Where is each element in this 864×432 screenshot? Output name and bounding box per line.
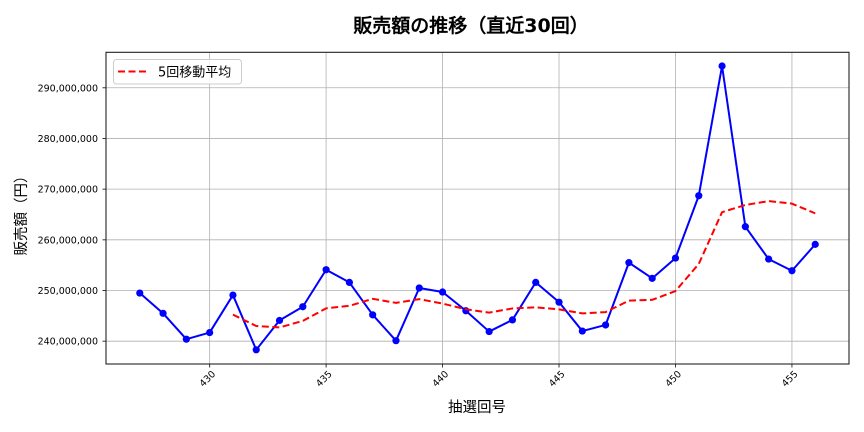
- data-point-marker: [578, 327, 586, 335]
- data-point-marker: [625, 259, 633, 267]
- y-axis-ticks: 240,000,000 250,000,000 260,000,000 270,000…: [38, 83, 106, 348]
- chart-title: 販売額の推移（直近30回）: [353, 14, 588, 37]
- y-tick-label: 270,000,000: [38, 185, 98, 196]
- data-point-marker: [532, 278, 540, 287]
- moving-average-line: [232, 200, 816, 329]
- data-point-marker: [229, 291, 237, 299]
- data-point-marker: [508, 316, 517, 324]
- sales-line: [139, 64, 816, 351]
- legend-label-moving-average: 5回移動平均: [158, 66, 231, 81]
- axes-frame: [105, 51, 850, 365]
- data-point-marker: [648, 274, 656, 282]
- data-point-marker: [252, 346, 260, 354]
- data-point-marker: [485, 327, 493, 336]
- data-point-marker: [788, 267, 796, 275]
- data-point-marker: [741, 223, 749, 231]
- y-tick-label: 250,000,000: [38, 286, 98, 297]
- data-point-marker: [136, 289, 144, 297]
- y-tick-label: 280,000,000: [38, 134, 98, 145]
- y-axis-label: 販売額（円）: [13, 169, 30, 256]
- data-point-marker: [695, 192, 703, 200]
- data-point-marker: [182, 335, 190, 343]
- data-point-marker: [555, 298, 563, 306]
- y-tick-label: 240,000,000: [38, 337, 98, 348]
- data-point-marker: [299, 303, 307, 311]
- data-point-marker: [811, 240, 819, 248]
- legend: 5回移動平均: [113, 59, 242, 85]
- data-point-marker: [392, 337, 400, 345]
- data-point-marker: [206, 328, 214, 337]
- plot-background: [106, 52, 849, 365]
- x-axis-label: 抽選回号: [448, 399, 506, 416]
- data-point-marker: [369, 311, 377, 319]
- data-point-marker: [718, 62, 726, 70]
- plot-area: 240,000,000 250,000,000 260,000,000 270,000…: [38, 51, 850, 390]
- data-point-marker: [275, 316, 284, 325]
- data-point-marker: [765, 255, 773, 263]
- grid: [106, 52, 849, 364]
- y-tick-label: 290,000,000: [38, 83, 98, 94]
- data-point-marker: [415, 284, 423, 292]
- data-point-marker: [671, 254, 680, 262]
- data-point-marker: [602, 321, 610, 329]
- y-tick-label: 260,000,000: [38, 235, 98, 246]
- legend-box: [113, 59, 242, 85]
- data-point-marker: [322, 266, 330, 274]
- data-point-marker: [438, 288, 447, 296]
- data-point-marker: [159, 309, 167, 317]
- data-point-marker: [345, 278, 353, 287]
- series-layer: [136, 62, 819, 354]
